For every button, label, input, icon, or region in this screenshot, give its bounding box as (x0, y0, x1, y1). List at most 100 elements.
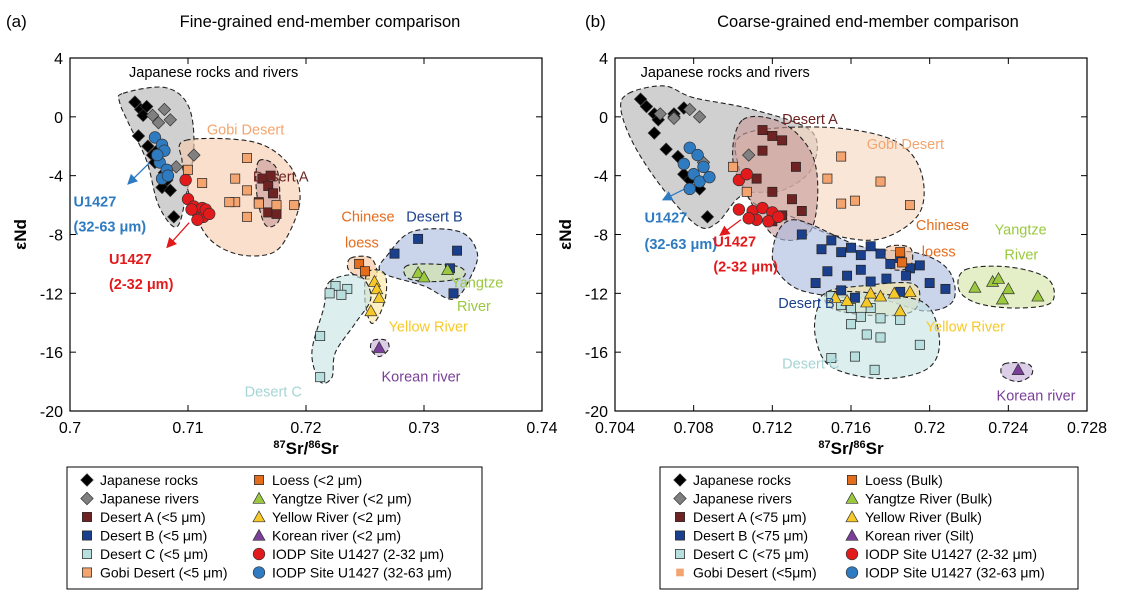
data-point (179, 173, 192, 187)
data-point (865, 241, 876, 252)
data-point (864, 286, 878, 299)
legend-marker (845, 491, 859, 504)
legend-marker (845, 528, 859, 541)
legend-marker (82, 549, 92, 559)
data-point (741, 186, 752, 197)
legend-label: Japanese rivers (693, 491, 792, 507)
data-point (777, 135, 788, 146)
y-tick-label: -16 (40, 345, 63, 362)
data-point (128, 95, 142, 109)
field-label: Chinese (916, 218, 969, 234)
field-label: Japanese rocks and rivers (129, 65, 298, 81)
data-point (787, 194, 797, 205)
field-label: Yangtze (995, 223, 1047, 239)
data-point (914, 260, 925, 271)
data-point (647, 126, 662, 140)
legend-marker (252, 491, 266, 504)
data-point (203, 207, 216, 221)
field-label: (32-63 μm) (74, 220, 147, 236)
data-point (242, 211, 252, 222)
legend-label: Loess (<2 μm) (272, 472, 362, 488)
data-point (268, 188, 278, 199)
field-label: Yellow River (389, 320, 468, 336)
data-point (151, 148, 164, 162)
data-point (816, 244, 827, 255)
data-point (703, 170, 716, 184)
data-point (242, 185, 252, 196)
field-label: (2-32 μm) (713, 259, 778, 275)
data-point (849, 351, 860, 362)
data-point (846, 242, 856, 253)
chart-panel-b: (b) Coarse-grained end-member comparison 0… (556, 12, 1107, 458)
data-point (372, 291, 386, 303)
data-point (140, 99, 154, 114)
data-point (846, 319, 856, 330)
data-point (940, 283, 951, 294)
legend-marker (676, 568, 684, 577)
legend-marker (252, 547, 266, 561)
x-tick-label: 0.724 (988, 420, 1028, 437)
legend-label: Yellow River (Bulk) (865, 509, 982, 525)
y-tick-label: 4 (54, 51, 63, 68)
data-point (242, 153, 252, 163)
legend-marker (845, 566, 859, 579)
x-tick-label: 0.704 (595, 420, 635, 437)
data-point (822, 173, 833, 184)
data-point (677, 157, 690, 171)
x-axis-label-part: Sr/ (286, 439, 309, 458)
data-point (324, 288, 335, 299)
data-point (1001, 282, 1015, 295)
legend-marker (82, 530, 92, 541)
field-label: Desert A (253, 170, 309, 186)
data-point (991, 271, 1006, 284)
data-point (448, 288, 459, 299)
data-point (411, 266, 425, 278)
data-point (875, 313, 886, 324)
data-point (161, 169, 175, 182)
legend-marker (252, 528, 266, 541)
data-point (875, 332, 886, 343)
data-point (169, 160, 183, 174)
y-axis-label: εNd (556, 219, 575, 250)
data-point (417, 270, 431, 283)
data-point (370, 282, 384, 295)
data-point (849, 292, 860, 303)
legend-label: Desert B (<75 μm) (693, 528, 808, 544)
data-point (372, 341, 386, 353)
data-point (855, 264, 866, 275)
legend-label: Yellow River (<2 μm) (272, 509, 401, 525)
x-axis-label-superscript: 87 (273, 439, 285, 451)
x-tick-label: 0.728 (1067, 420, 1107, 437)
data-point (893, 304, 907, 317)
data-point (767, 186, 778, 197)
field-label: Chinese (341, 209, 394, 225)
field-label: Gobi Desert (867, 137, 944, 153)
panel-label: (a) (6, 12, 27, 31)
data-field-envelope (732, 115, 819, 241)
data-point (885, 258, 896, 269)
legend-marker (80, 473, 94, 487)
field-label: (2-32 μm) (109, 277, 174, 293)
field-label: loess (345, 236, 379, 252)
data-point (873, 289, 888, 302)
field-label: Yellow River (926, 320, 1005, 336)
x-axis-label-superscript: 86 (308, 439, 320, 451)
y-tick-label: 0 (599, 110, 608, 127)
field-label: (32-63 μm) (645, 237, 718, 253)
data-point (826, 235, 837, 246)
legend-b: Japanese rocks Japanese rivers Desert A (<… (659, 466, 1079, 590)
data-point (167, 210, 181, 224)
data-point (633, 92, 648, 106)
data-point (691, 148, 704, 162)
data-point (742, 212, 755, 225)
data-point (271, 208, 282, 219)
chart-panel-a: (a) Fine-grained end-member comparison 0.7… (6, 12, 558, 458)
data-point (389, 248, 400, 259)
y-tick-label: -8 (49, 228, 63, 245)
data-point (796, 229, 807, 240)
data-point (1011, 363, 1025, 375)
legend-marker (252, 510, 266, 523)
field-label: Yangtze (451, 275, 503, 291)
data-point (869, 364, 880, 375)
data-point (995, 292, 1010, 305)
